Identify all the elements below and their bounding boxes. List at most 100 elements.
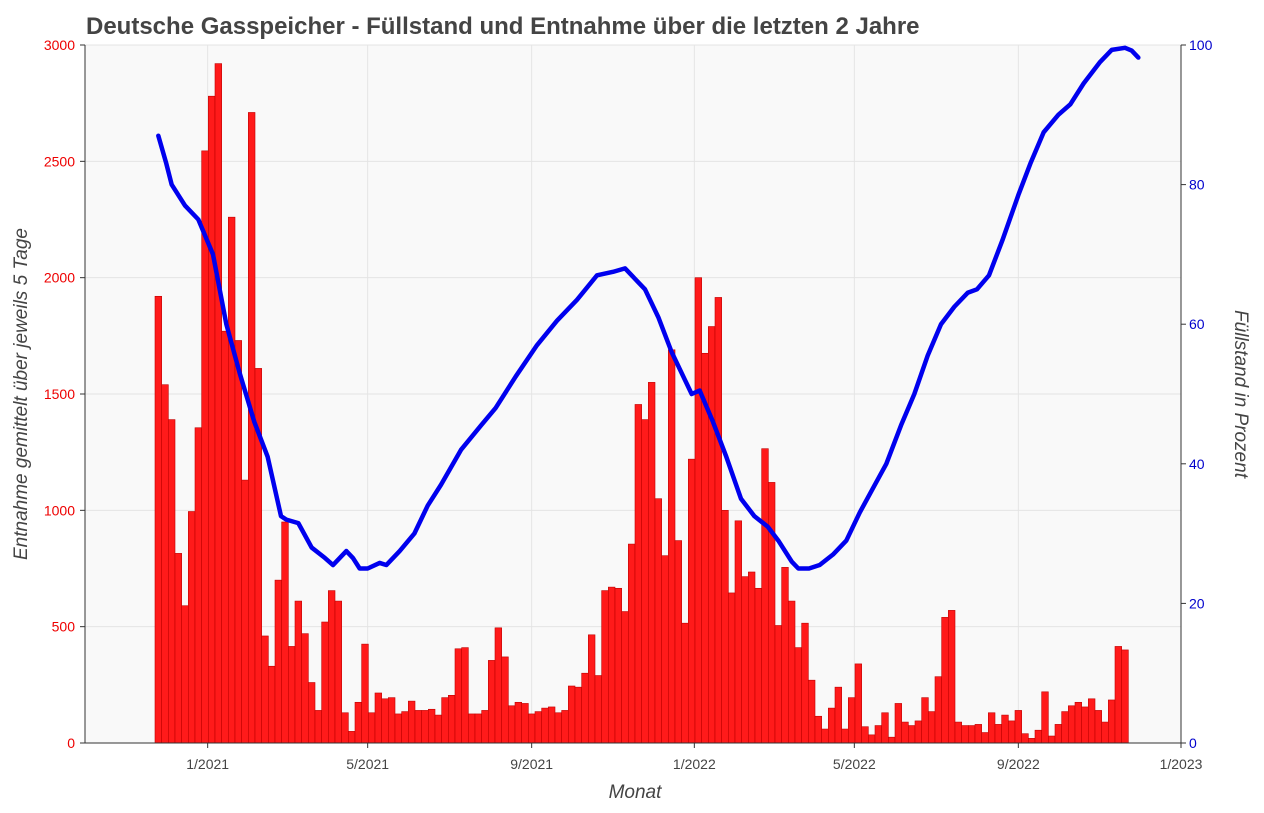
bar bbox=[1028, 738, 1036, 744]
bar bbox=[1014, 710, 1022, 744]
bar bbox=[654, 498, 662, 744]
bar bbox=[668, 349, 676, 744]
bar bbox=[1008, 720, 1016, 744]
bar bbox=[248, 112, 256, 744]
bar bbox=[874, 725, 882, 744]
bar bbox=[808, 679, 816, 744]
bar bbox=[401, 711, 409, 744]
bar bbox=[621, 611, 629, 744]
bar bbox=[1034, 729, 1042, 744]
y-tick-label-right: 60 bbox=[1189, 316, 1205, 332]
bar bbox=[434, 714, 442, 744]
y-tick-label-right: 40 bbox=[1189, 456, 1205, 472]
bar bbox=[794, 647, 802, 744]
bar bbox=[894, 703, 902, 744]
bar bbox=[901, 721, 909, 744]
x-tick-label: 1/2021 bbox=[186, 756, 229, 772]
bar bbox=[1094, 710, 1102, 744]
x-tick-label: 1/2023 bbox=[1160, 756, 1203, 772]
bar bbox=[994, 724, 1002, 744]
bar bbox=[721, 510, 729, 744]
bar bbox=[1081, 706, 1089, 744]
bar bbox=[234, 340, 242, 744]
bar bbox=[834, 686, 842, 744]
bar bbox=[674, 540, 682, 744]
bar bbox=[988, 712, 996, 744]
bar bbox=[974, 724, 982, 744]
bar bbox=[261, 635, 269, 744]
bar bbox=[1061, 711, 1069, 744]
bar bbox=[714, 297, 722, 744]
bar bbox=[914, 720, 922, 744]
bar bbox=[241, 479, 249, 744]
bar bbox=[921, 697, 929, 744]
y-tick-label-right: 0 bbox=[1189, 735, 1197, 751]
bar bbox=[581, 672, 589, 744]
bar bbox=[961, 725, 969, 744]
bar bbox=[728, 592, 736, 744]
bar bbox=[1054, 724, 1062, 744]
bar bbox=[888, 736, 896, 744]
bar bbox=[641, 419, 649, 744]
bar bbox=[821, 728, 829, 744]
bar bbox=[521, 703, 529, 744]
bar bbox=[934, 676, 942, 744]
bar bbox=[948, 610, 956, 744]
bar bbox=[508, 705, 516, 744]
bar bbox=[954, 721, 962, 744]
bar bbox=[648, 382, 656, 744]
bar bbox=[1041, 691, 1049, 744]
bar bbox=[154, 295, 162, 744]
bar bbox=[414, 710, 422, 744]
y-tick-label-left: 1000 bbox=[44, 502, 75, 518]
bar bbox=[768, 482, 776, 744]
y-tick-label-right: 20 bbox=[1189, 595, 1205, 611]
bar bbox=[388, 697, 396, 744]
bar bbox=[554, 712, 562, 744]
bar bbox=[568, 685, 576, 744]
bar bbox=[494, 627, 502, 744]
line-series bbox=[156, 45, 1141, 571]
bar bbox=[754, 587, 762, 744]
bar bbox=[321, 621, 329, 744]
bar bbox=[474, 713, 482, 744]
bar bbox=[548, 706, 556, 744]
bar bbox=[348, 731, 356, 744]
bar bbox=[828, 707, 836, 744]
bar bbox=[694, 277, 702, 744]
bar bbox=[574, 686, 582, 744]
bar bbox=[908, 725, 916, 744]
bar bbox=[561, 710, 569, 744]
bar bbox=[188, 511, 196, 744]
bar bbox=[981, 732, 989, 744]
bar bbox=[781, 567, 789, 744]
bar bbox=[168, 419, 176, 744]
bar bbox=[688, 458, 696, 744]
y-tick-label-left: 0 bbox=[67, 735, 75, 751]
bar bbox=[634, 404, 642, 744]
bar bbox=[1001, 714, 1009, 744]
bar bbox=[488, 660, 496, 744]
bar bbox=[294, 600, 302, 744]
bar bbox=[928, 711, 936, 744]
bar bbox=[161, 384, 169, 744]
bar bbox=[594, 675, 602, 744]
x-tick-label: 9/2022 bbox=[997, 756, 1040, 772]
bar bbox=[454, 648, 462, 744]
fuellstand-line bbox=[156, 45, 1141, 571]
bar bbox=[374, 692, 382, 744]
bar bbox=[1101, 721, 1109, 744]
bar bbox=[848, 697, 856, 744]
bar bbox=[788, 600, 796, 744]
bar bbox=[814, 715, 822, 744]
bar bbox=[881, 712, 889, 744]
y-tick-label-right: 80 bbox=[1189, 177, 1205, 193]
bar bbox=[288, 646, 296, 744]
bar bbox=[854, 663, 862, 744]
y-tick-label-left: 2500 bbox=[44, 153, 75, 169]
x-axis-label: Monat bbox=[609, 782, 663, 803]
bar bbox=[341, 712, 349, 744]
bar bbox=[221, 330, 229, 744]
bar bbox=[968, 725, 976, 744]
